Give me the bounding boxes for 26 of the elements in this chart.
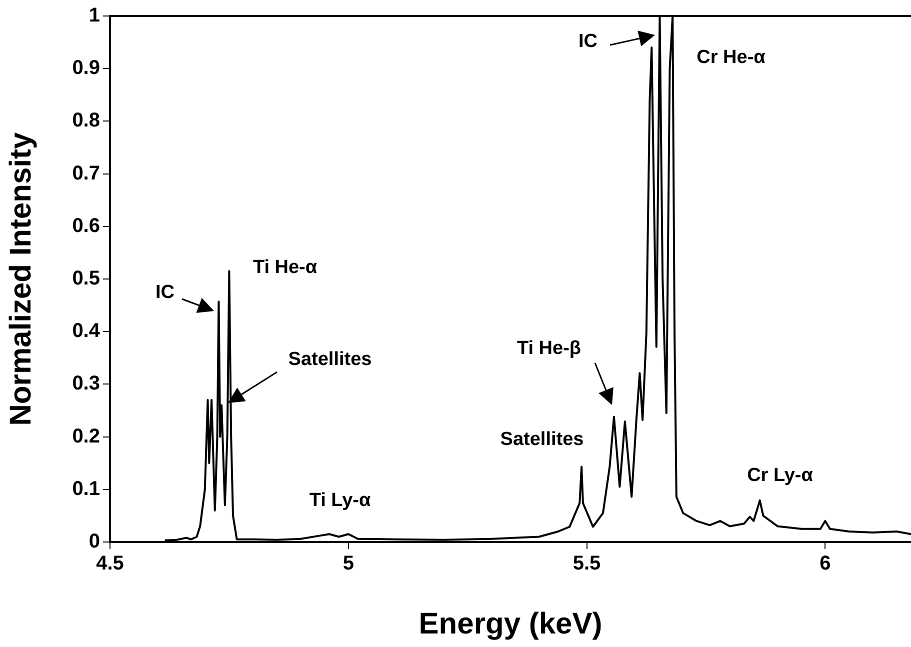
y-tick-label: 0.1 [72, 478, 100, 500]
annotation: Satellites [288, 349, 372, 370]
annotation: Cr Ly-α [747, 465, 814, 486]
y-tick-label: 0.9 [72, 57, 100, 80]
annotation: IC [578, 31, 598, 52]
y-tick-label: 0 [88, 530, 100, 553]
annotation: Ti He-β [516, 338, 582, 360]
x-tick-label: 4.5 [96, 552, 124, 575]
x-tick-label: 5 [342, 552, 354, 575]
annotation: Cr He-α [696, 47, 766, 68]
x-axis-title: Energy (keV) [418, 607, 602, 640]
x-tick-label: 6 [820, 552, 831, 575]
y-tick-label: 0.7 [72, 162, 100, 184]
y-tick-label: 0.5 [72, 268, 100, 290]
y-tick-label: 0.2 [72, 425, 100, 448]
y-tick-label: 0.8 [72, 110, 100, 132]
y-tick-label: 0.4 [72, 320, 101, 342]
y-tick-label: 0.3 [72, 372, 100, 395]
y-tick-label: 0.6 [72, 214, 100, 237]
annotation: Ti Ly-α [309, 490, 371, 512]
annotation: Ti He-α [252, 257, 318, 278]
x-tick-label: 5.5 [572, 552, 601, 575]
y-axis-title: Normalized Intensity [4, 132, 38, 426]
y-tick-label: 1 [88, 4, 100, 27]
annotation: Satellites [500, 429, 584, 450]
annotation: IC [156, 282, 175, 304]
